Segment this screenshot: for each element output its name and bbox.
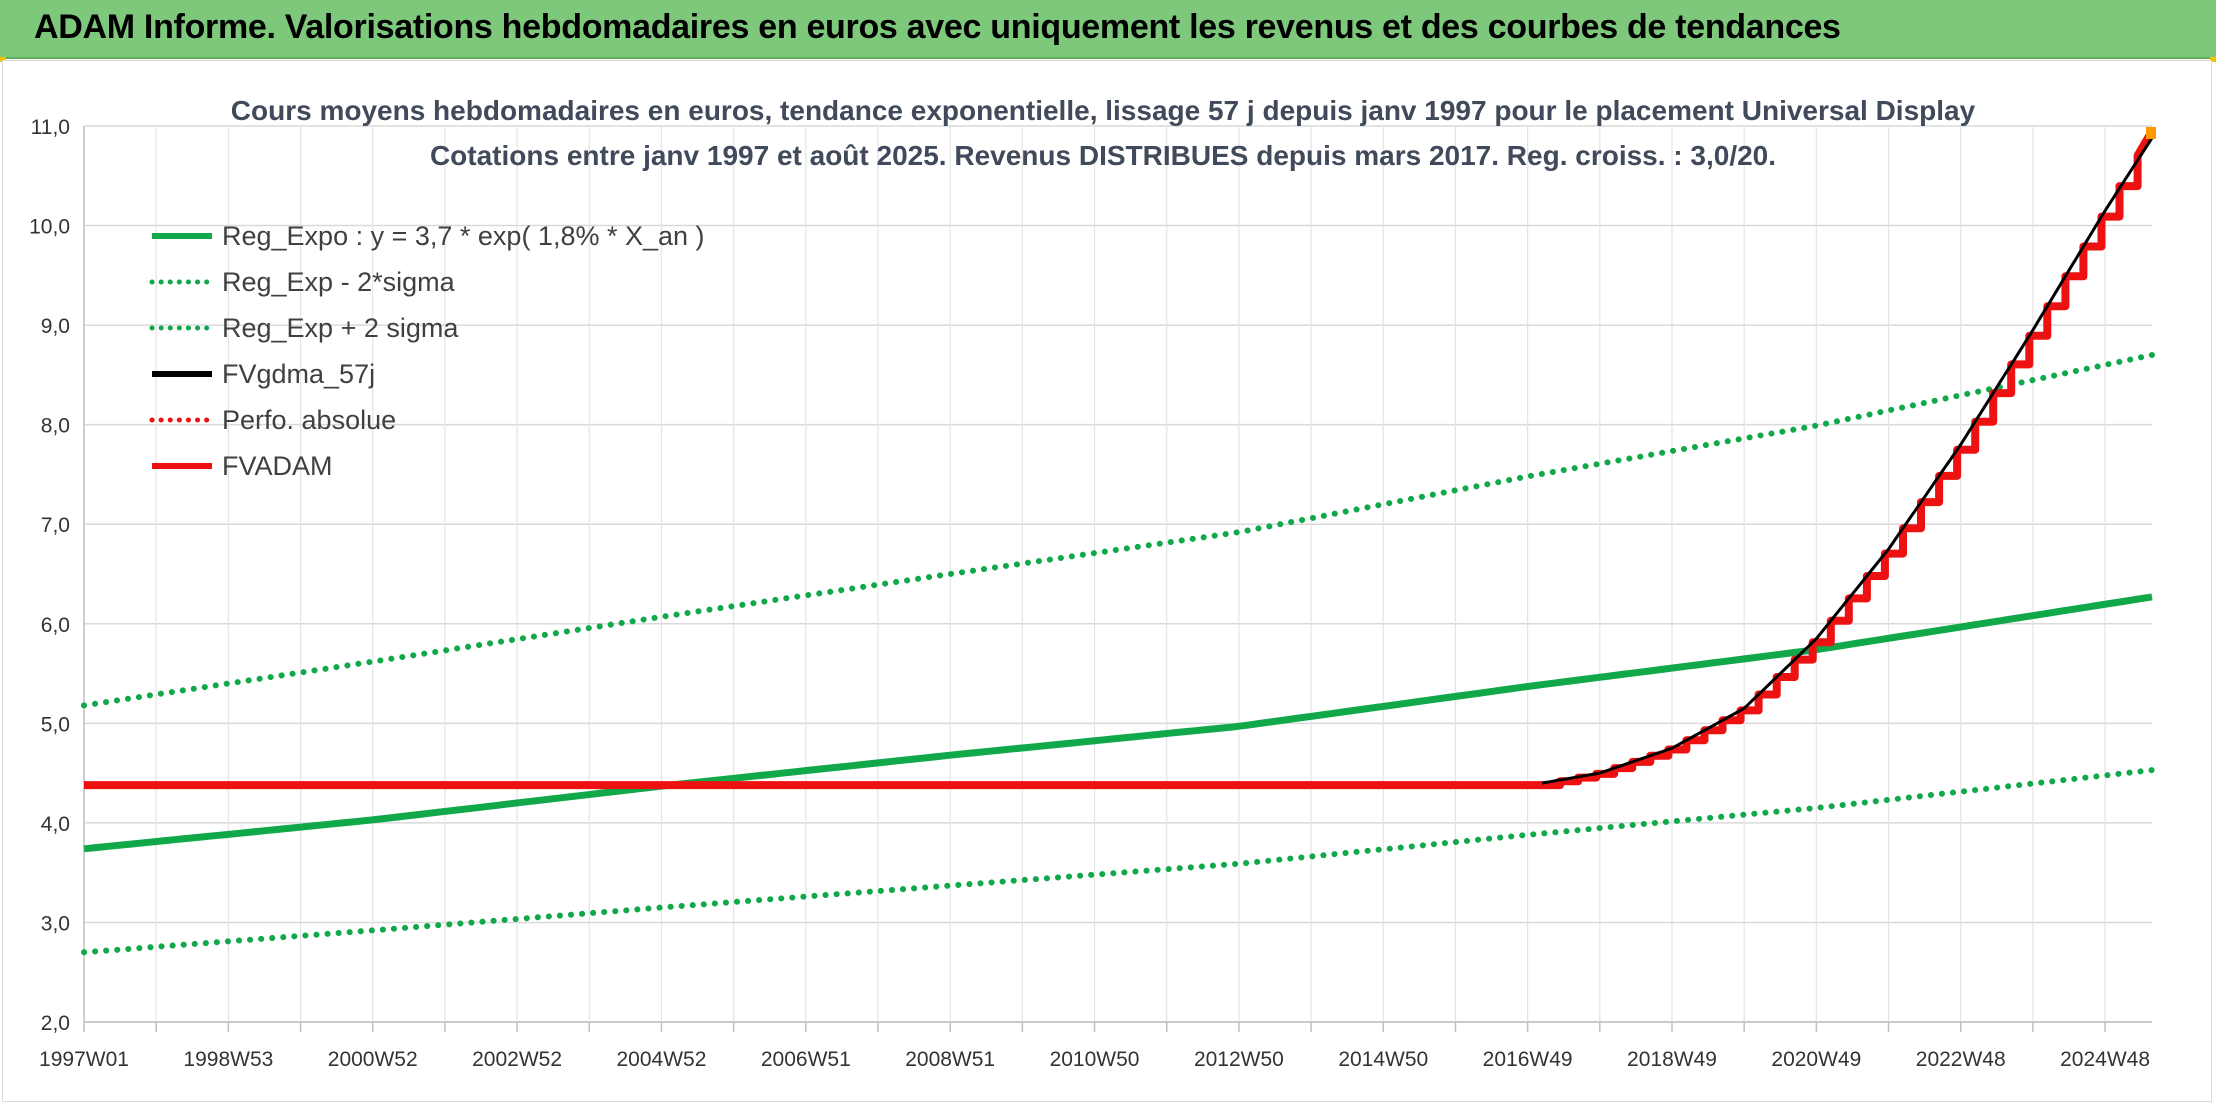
x-tick-label: 2020W49 xyxy=(1771,1048,1861,1071)
x-tick-label: 2010W50 xyxy=(1050,1048,1140,1071)
series-fvadam xyxy=(84,128,2156,790)
series-fvgdma-57j xyxy=(1541,137,2154,785)
legend-label: Perfo. absolue xyxy=(222,405,396,435)
x-tick-label: 2012W50 xyxy=(1194,1048,1284,1071)
legend-label: Reg_Exp + 2 sigma xyxy=(222,313,459,343)
legend-label: FVADAM xyxy=(222,451,333,481)
y-tick-label: 8,0 xyxy=(41,415,70,438)
chart-title-line-2: Cotations entre janv 1997 et août 2025. … xyxy=(430,140,1776,171)
y-tick-label: 11,0 xyxy=(31,116,70,139)
series-reg-exp-plus-2sigma xyxy=(81,352,2155,709)
y-tick-label: 6,0 xyxy=(41,614,70,637)
series-reg-expo xyxy=(83,593,2153,853)
x-tick-label: 2016W49 xyxy=(1483,1048,1573,1071)
corner-mark-left xyxy=(0,57,6,62)
x-tick-label: 2002W52 xyxy=(472,1048,562,1071)
y-tick-label: 3,0 xyxy=(41,912,70,935)
x-tick-label: 2006W51 xyxy=(761,1048,851,1071)
y-tick-label: 9,0 xyxy=(41,315,70,338)
y-tick-label: 5,0 xyxy=(41,713,70,736)
x-tick-label: 2004W52 xyxy=(616,1048,706,1071)
y-tick-label: 4,0 xyxy=(41,813,70,836)
x-tick-label: 2000W52 xyxy=(328,1048,418,1071)
legend-label: FVgdma_57j xyxy=(222,359,375,389)
legend-label: Reg_Exp - 2*sigma xyxy=(222,267,456,297)
x-tick-label: 1997W01 xyxy=(39,1048,129,1071)
series-reg-exp-minus-2sigma xyxy=(81,767,2155,956)
x-tick-label: 2024W48 xyxy=(2060,1048,2150,1071)
report-banner: ADAM Informe. Valorisations hebdomadaire… xyxy=(0,0,2216,59)
y-tick-label: 7,0 xyxy=(41,514,70,537)
x-tick-label: 2014W50 xyxy=(1338,1048,1428,1071)
legend-label: Reg_Expo : y = 3,7 * exp( 1,8% * X_an ) xyxy=(222,221,705,251)
x-tick-label: 2008W51 xyxy=(905,1048,995,1071)
corner-mark-right xyxy=(2210,57,2216,62)
x-tick-label: 2022W48 xyxy=(1916,1048,2006,1071)
x-tick-label: 2018W49 xyxy=(1627,1048,1717,1071)
y-tick-label: 10,0 xyxy=(29,216,70,239)
x-tick-label: 1998W53 xyxy=(183,1048,273,1071)
latest-point-marker xyxy=(2146,126,2156,139)
report-title: ADAM Informe. Valorisations hebdomadaire… xyxy=(34,8,1841,46)
chart-title-line-1: Cours moyens hebdomadaires en euros, ten… xyxy=(231,95,1976,126)
y-tick-label: 2,0 xyxy=(41,1012,70,1035)
